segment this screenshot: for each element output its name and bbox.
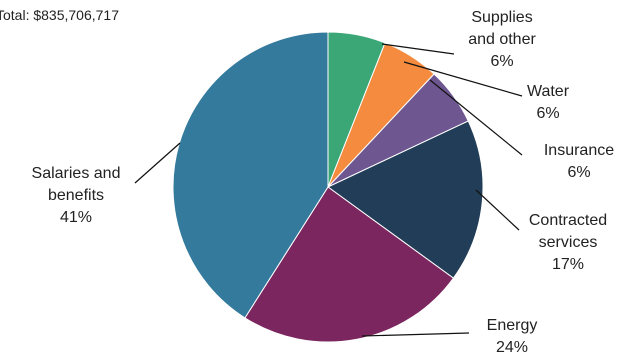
pie-slice-contracted-services — [327, 120, 484, 279]
slice-percent-label: 6% — [536, 105, 559, 122]
slice-percent-label: 41% — [60, 209, 92, 226]
slice-name-label: Energy — [487, 317, 538, 334]
slice-label-supplies-and-other: Supplies and other 6% — [468, 9, 536, 70]
slice-name-label: benefits — [48, 187, 104, 204]
chart-total-label: Total: $835,706,717 — [0, 7, 119, 23]
slice-label-contracted-services: Contracted services 17% — [529, 212, 607, 273]
slice-label-insurance: Insurance 6% — [544, 142, 614, 181]
slice-percent-label: 17% — [552, 256, 584, 273]
leader-line-supplies-and-other — [381, 43, 455, 55]
slice-label-salaries-and-benefits: Salaries and benefits 41% — [32, 165, 121, 226]
slice-name-label: Supplies — [471, 9, 532, 26]
slice-label-energy: Energy 24% — [487, 317, 538, 356]
pie-slice-energy — [244, 186, 455, 343]
leader-line-salaries-and-benefits — [134, 142, 181, 184]
slice-percent-label: 6% — [490, 53, 513, 70]
slice-percent-label: 24% — [496, 339, 528, 356]
slice-label-water: Water 6% — [527, 83, 570, 122]
slice-name-label: Contracted — [529, 212, 607, 229]
leader-line-energy — [361, 332, 470, 337]
slice-name-label: Water — [527, 83, 570, 100]
leader-line-insurance — [429, 79, 523, 156]
leader-line-contracted-services — [475, 189, 520, 231]
slice-name-label: and other — [468, 31, 536, 48]
slice-name-label: Insurance — [544, 142, 614, 159]
slice-percent-label: 6% — [567, 164, 590, 181]
leader-line-water — [403, 61, 523, 97]
slice-name-label: services — [539, 234, 598, 251]
slice-name-label: Salaries and — [32, 165, 121, 182]
